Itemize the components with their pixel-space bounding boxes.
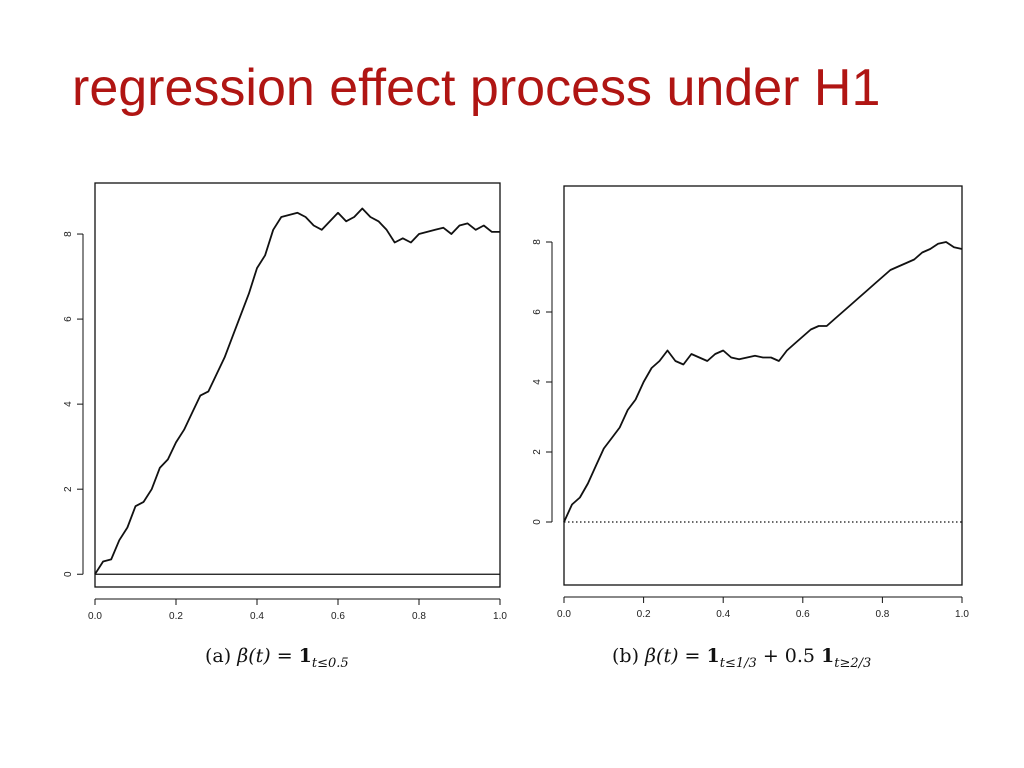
y-tick-label-a: 8 — [63, 231, 74, 237]
caption-b-subscript-2: t≥2/3 — [834, 656, 872, 671]
plot-panel-a: 0.0 0.2 0.4 0.6 0.8 1.0 0 2 4 6 8 — [50, 170, 520, 640]
y-tick-label-a: 0 — [63, 571, 74, 577]
caption-a-indicator: 1 — [298, 645, 312, 667]
y-tick-label-a: 2 — [63, 486, 74, 492]
x-tick-label-a: 0.4 — [250, 611, 264, 622]
caption-b-label: (b) — [612, 645, 639, 667]
series-line-a-0 — [94, 207, 500, 575]
caption-a: (a) β(t) = 1t≤0.5 — [205, 645, 349, 671]
y-tick-label-b: 8 — [532, 239, 543, 245]
caption-a-subscript: t≤0.5 — [311, 656, 349, 671]
plot-panel-b: 0.0 0.2 0.4 0.6 0.8 1.0 0 2 4 6 8 — [520, 175, 980, 635]
x-tick-label-b: 1.0 — [955, 609, 969, 620]
caption-a-label: (a) — [205, 645, 232, 667]
x-tick-label-a: 0.2 — [169, 611, 183, 622]
caption-b-subscript-1: t≤1/3 — [719, 656, 757, 671]
plot-frame-b — [563, 185, 963, 586]
x-tick-label-a: 0.0 — [88, 611, 102, 622]
series-line-b-0 — [563, 241, 963, 523]
chart-a-svg: 0.0 0.2 0.4 0.6 0.8 1.0 0 2 4 6 8 — [63, 182, 507, 622]
x-tick-label-b: 0.8 — [875, 609, 889, 620]
x-tick-label-a: 0.6 — [331, 611, 345, 622]
caption-b: (b) β(t) = 1t≤1/3 + 0.5 1t≥2/3 — [612, 645, 871, 671]
x-tick-label-b: 0.0 — [557, 609, 571, 620]
caption-b-lhs: β(t) = — [645, 645, 707, 667]
y-tick-label-a: 4 — [63, 401, 74, 407]
y-tick-label-a: 6 — [63, 316, 74, 322]
x-tick-label-a: 0.8 — [412, 611, 426, 622]
caption-b-indicator-1: 1 — [706, 645, 720, 667]
plot-frame-a — [94, 182, 501, 588]
x-tick-label-a: 1.0 — [493, 611, 507, 622]
x-tick-label-b: 0.6 — [796, 609, 810, 620]
caption-b-plus: + 0.5 — [756, 645, 822, 667]
x-tick-label-b: 0.2 — [637, 609, 651, 620]
caption-a-lhs: β(t) = — [237, 645, 299, 667]
y-tick-label-b: 0 — [532, 519, 543, 525]
y-tick-label-b: 6 — [532, 309, 543, 315]
x-tick-label-b: 0.4 — [716, 609, 730, 620]
chart-b-svg: 0.0 0.2 0.4 0.6 0.8 1.0 0 2 4 6 8 — [532, 185, 969, 620]
slide-title: regression effect process under H1 — [72, 59, 881, 117]
y-tick-label-b: 4 — [532, 379, 543, 385]
caption-b-indicator-2: 1 — [821, 645, 835, 667]
y-tick-label-b: 2 — [532, 449, 543, 455]
